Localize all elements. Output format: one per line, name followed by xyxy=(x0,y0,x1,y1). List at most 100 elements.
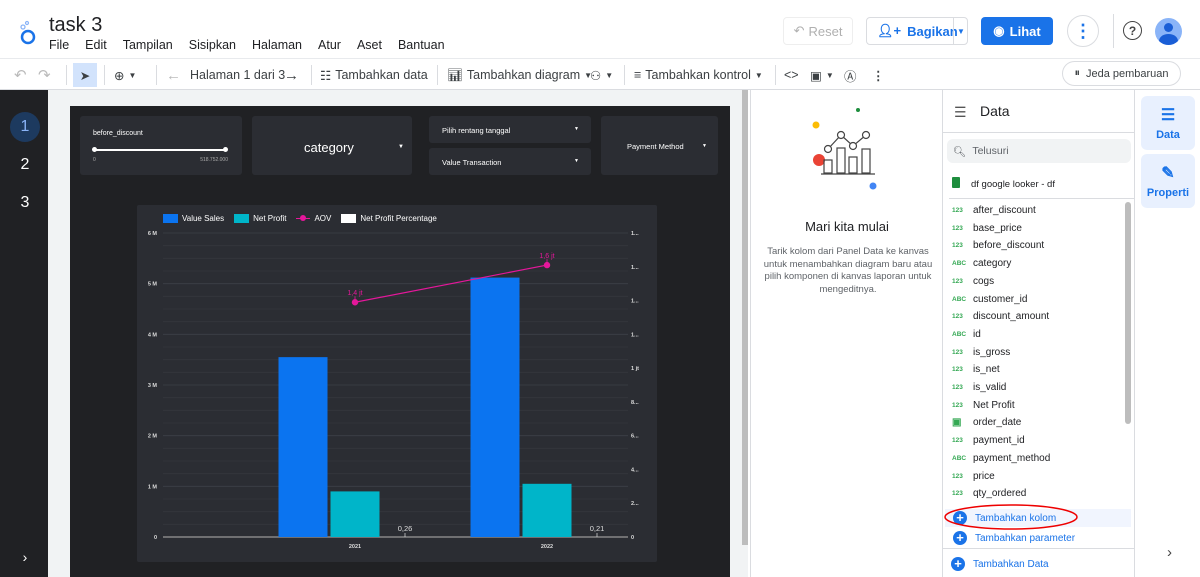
menu-edit[interactable]: Edit xyxy=(85,38,107,52)
add-parameter-button[interactable]: + Tambahkan parameter xyxy=(953,531,1075,545)
slider-track[interactable] xyxy=(94,149,226,151)
x-axis-tick-label: 2022 xyxy=(541,544,553,550)
rail-data-tab[interactable]: ☰ Data xyxy=(1141,96,1195,150)
field-list-scrollbar[interactable] xyxy=(1125,202,1131,424)
undo-icon[interactable]: ↶ xyxy=(14,67,27,84)
field-item[interactable]: 123 before_discount xyxy=(943,237,1123,254)
field-item[interactable]: 123 discount_amount xyxy=(943,308,1123,325)
value-transaction-dropdown[interactable]: Value Transaction ▼ xyxy=(429,148,591,175)
right-axis-tick-label: 4... xyxy=(631,467,639,473)
redo-icon[interactable]: ↷ xyxy=(38,67,51,84)
menu-page[interactable]: Halaman xyxy=(251,38,303,52)
payment-method-dropdown[interactable]: Payment Method ▼ xyxy=(601,116,718,175)
menu-insert[interactable]: Sisipkan xyxy=(188,38,236,52)
field-item[interactable]: 123 cogs xyxy=(943,273,1123,290)
field-item[interactable]: ABC category xyxy=(943,255,1123,272)
help-icon[interactable]: ? xyxy=(1123,21,1142,40)
dropdown-arrow-icon: ▼ xyxy=(702,143,707,149)
legend-swatch xyxy=(234,214,250,223)
field-item[interactable]: ABC customer_id xyxy=(943,291,1123,308)
field-item[interactable]: ABC id xyxy=(943,326,1123,343)
text-box-icon[interactable]: Ⓐ xyxy=(844,69,857,84)
add-field-button[interactable]: + Tambahkan kolom xyxy=(945,509,1131,527)
previous-page-icon[interactable]: ← xyxy=(166,66,181,84)
page-thumb-3[interactable]: 3 xyxy=(20,194,30,211)
canvas-scrollbar[interactable] xyxy=(742,90,748,545)
view-button[interactable]: ◉ Lihat xyxy=(981,17,1053,45)
slider-min-handle[interactable] xyxy=(92,147,97,152)
select-cursor-icon[interactable]: ➤ xyxy=(73,63,97,87)
date-range-label: Pilih rentang tanggal xyxy=(442,126,511,135)
more-tools-icon[interactable]: ⋮ xyxy=(872,68,885,83)
category-dropdown[interactable]: category ▼ xyxy=(252,116,412,175)
add-data-source-label: Tambahkan Data xyxy=(973,558,1049,570)
add-circle-icon: + xyxy=(953,531,967,545)
field-item[interactable]: 123 is_net xyxy=(943,361,1123,378)
field-item[interactable]: 123 qty_ordered xyxy=(943,485,1123,502)
field-item[interactable]: 123 after_discount xyxy=(943,202,1123,219)
avatar[interactable] xyxy=(1155,18,1182,45)
add-control-button[interactable]: ≡ Tambahkan kontrol ▼ xyxy=(634,68,763,82)
right-axis-tick-label: 6... xyxy=(631,434,639,440)
data-source-name[interactable]: df google looker - df xyxy=(971,179,1055,190)
more-options-button[interactable]: ⋮ xyxy=(1067,15,1099,47)
expand-chevron-icon[interactable]: › xyxy=(22,549,28,565)
legend-item[interactable]: Value Sales xyxy=(163,214,224,223)
add-field-label: Tambahkan kolom xyxy=(975,512,1057,524)
chart-illustration-icon xyxy=(812,108,877,190)
slider-max-handle[interactable] xyxy=(223,147,228,152)
collapse-chevron-icon[interactable]: › xyxy=(1167,544,1172,561)
image-icon[interactable]: ▣ ▼ xyxy=(810,68,834,83)
field-item[interactable]: 123 Net Profit xyxy=(943,397,1123,414)
field-item[interactable]: ABC payment_method xyxy=(943,450,1123,467)
share-dropdown-icon[interactable]: ▼ xyxy=(957,26,965,36)
page-thumb-1[interactable]: 1 xyxy=(10,112,40,142)
pause-updates-button[interactable]: ⏸︎ Jeda pembaruan xyxy=(1062,61,1181,86)
legend-item[interactable]: Net Profit xyxy=(234,214,286,223)
add-data-source-button[interactable]: + Tambahkan Data xyxy=(951,557,1049,571)
field-name: after_discount xyxy=(973,205,1036,216)
field-item[interactable]: 123 payment_id xyxy=(943,432,1123,449)
add-component-icon[interactable]: ⚇ ▼ xyxy=(590,68,614,83)
add-chart-button[interactable]: 📊︎ Tambahkan diagram ▼ xyxy=(447,67,593,83)
menu-arrange[interactable]: Atur xyxy=(318,38,341,52)
share-button[interactable]: 👤︎+ Bagikan ▼ xyxy=(866,17,968,45)
add-control-label: Tambahkan kontrol xyxy=(645,68,751,82)
report-title[interactable]: task 3 xyxy=(49,14,103,36)
field-item[interactable]: 123 is_valid xyxy=(943,379,1123,396)
legend-label: AOV xyxy=(314,214,332,223)
menu-resource[interactable]: Aset xyxy=(356,38,382,52)
field-item[interactable]: 123 price xyxy=(943,468,1123,485)
add-data-button[interactable]: ☷ Tambahkan data xyxy=(320,65,428,85)
field-list: 123 after_discount 123 base_price 123 before_… xyxy=(943,201,1129,509)
legend-swatch xyxy=(296,215,311,222)
before-discount-slider[interactable]: before_discount 0 518.752.000 xyxy=(80,116,242,175)
field-name: discount_amount xyxy=(973,311,1050,323)
combo-chart[interactable]: Value Sales Net Profit AOV Net Profit Perce… xyxy=(137,205,657,562)
date-range-picker[interactable]: Pilih rentang tanggal ▼ xyxy=(429,116,591,143)
embed-code-icon[interactable]: <> xyxy=(784,68,799,82)
looker-studio-logo xyxy=(20,20,36,45)
page-list: 1 2 3 › xyxy=(0,90,48,577)
field-search-input[interactable]: 🔍︎ Telusuri xyxy=(947,139,1131,163)
rail-properties-tab[interactable]: ✎ Properti xyxy=(1141,154,1195,208)
field-name: id xyxy=(973,328,981,340)
page-thumb-2[interactable]: 2 xyxy=(20,156,30,173)
field-name: payment_method xyxy=(973,452,1051,464)
getting-started-title: Mari kita mulai xyxy=(805,219,889,234)
field-item[interactable]: 123 is_gross xyxy=(943,344,1123,361)
menu-help[interactable]: Bantuan xyxy=(397,38,445,52)
right-axis-tick-label: 1... xyxy=(631,332,639,338)
zoom-icon[interactable]: ⊕ ▼ xyxy=(114,68,137,83)
menu-view[interactable]: Tampilan xyxy=(122,38,173,52)
field-item[interactable]: 123 base_price xyxy=(943,220,1123,237)
menu-file[interactable]: File xyxy=(49,38,70,52)
legend-item[interactable]: Net Profit Percentage xyxy=(341,214,437,223)
pause-icon: ⏸︎ xyxy=(1074,67,1080,79)
legend-item[interactable]: AOV xyxy=(296,214,331,223)
getting-started-text: Tarik kolom dari Panel Data ke kanvas un… xyxy=(763,246,933,295)
field-item[interactable]: ▣ order_date xyxy=(943,414,1123,431)
filter-plus-icon: ≡ xyxy=(634,68,642,82)
reset-button[interactable]: ↶ Reset xyxy=(783,17,853,45)
next-page-icon[interactable]: → xyxy=(284,66,299,84)
